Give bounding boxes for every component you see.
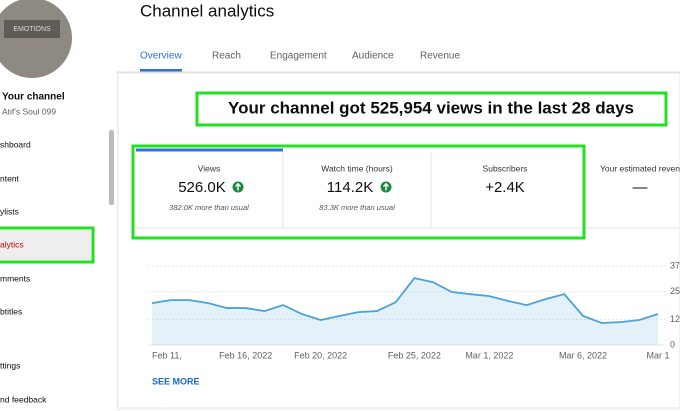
channel-label: Your channel [2, 92, 65, 103]
sidebar-item[interactable]: shboard [0, 139, 31, 149]
line [151, 277, 659, 324]
x-tick-label: Mar 6, 2022 [559, 350, 607, 360]
metric-cards: Views 526.0K 382.0K more than usual Watch t… [169, 163, 680, 212]
card-value: — [633, 179, 648, 196]
tabs: Overview Reach Engagement Audience Revenue [140, 51, 460, 72]
sidebar-item[interactable]: alytics [0, 239, 24, 249]
channel-name: Atif's Soul 099 [2, 106, 56, 116]
up-arrow [234, 182, 242, 191]
x-tick-label: Mar 1 [646, 350, 669, 360]
card-label: Your estimated reven [600, 163, 680, 173]
avatar-sign [4, 20, 60, 38]
x-tick-label: Feb 11, [152, 350, 182, 360]
tab[interactable]: Audience [352, 51, 394, 62]
x-tick-label: Mar 1, 2022 [465, 350, 513, 360]
avatar-text: EMOTIONS [13, 26, 51, 33]
active-tab-underline [140, 69, 182, 72]
sidebar-item[interactable]: ntent [0, 173, 20, 183]
highlight-box [0, 226, 95, 264]
avatar [0, 0, 72, 78]
x-tick-label: Feb 20, 2022 [294, 350, 347, 360]
line-chart: 0 12 25 37 Feb 11, Feb 16, 2022 Feb 20, 2022 Fe… [148, 260, 680, 360]
page-title: Channel analytics [140, 1, 274, 20]
see-more[interactable]: SEE MORE [152, 376, 200, 386]
sidebar-item[interactable]: ttings [0, 360, 20, 370]
headline: Your channel got 525,954 views in the la… [228, 98, 634, 117]
tab[interactable]: Reach [212, 51, 241, 62]
sidebar-item[interactable]: btitles [0, 306, 22, 316]
card-value: 114.2K [327, 179, 373, 196]
x-tick-label: Feb 16, 2022 [219, 350, 272, 360]
x-tick-label: Feb 25, 2022 [388, 350, 441, 360]
tab[interactable]: Engagement [270, 51, 327, 62]
area [152, 278, 658, 345]
up-arrow [382, 182, 390, 191]
sidebar-item[interactable]: ylists [0, 206, 19, 216]
card-note: 382.0K more than usual [169, 203, 249, 212]
headline-box [195, 91, 668, 127]
tab[interactable]: Revenue [420, 51, 460, 62]
sidebar-menu: shboard ntent ylists alytics mments btitles tt… [0, 139, 47, 404]
card-note: 83.3K more than usual [319, 203, 395, 212]
card-value: +2.4K [485, 179, 525, 196]
y-tick-label: 0 [670, 339, 675, 349]
tab[interactable]: Overview [140, 51, 182, 62]
y-tick-label: 25 [670, 286, 680, 296]
active-item-bg [0, 230, 90, 260]
cards-box [131, 144, 586, 240]
y-tick-label: 12 [670, 314, 680, 324]
sidebar-item[interactable]: mments [0, 273, 30, 283]
card-label: Views [198, 163, 221, 173]
header [116, 0, 680, 72]
card-label: Subscribers [483, 163, 528, 173]
sidebar-item[interactable]: nd feedback [0, 394, 47, 404]
card-label: Watch time (hours) [321, 163, 393, 173]
scrollbar [109, 130, 114, 205]
y-tick-label: 37 [670, 260, 680, 270]
card-value: 526.0K [178, 179, 226, 196]
main-panel [117, 72, 680, 409]
